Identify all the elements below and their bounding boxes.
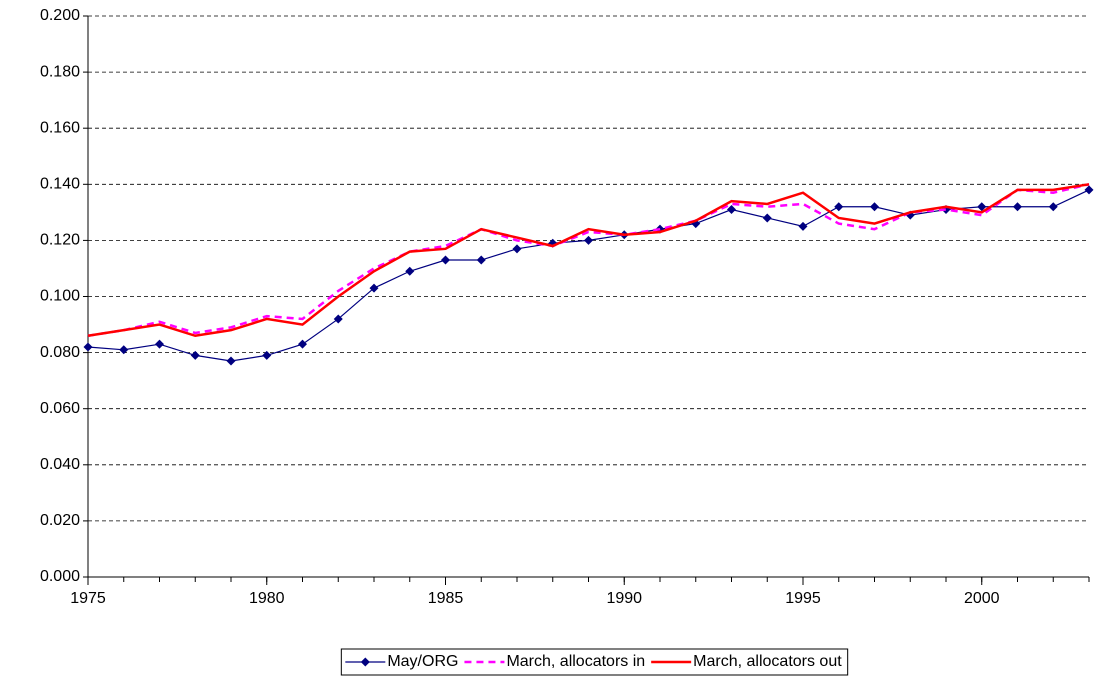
legend-label: March, allocators out	[693, 653, 842, 670]
x-tick-label: 2000	[964, 590, 1000, 607]
data-point	[798, 221, 808, 231]
data-point	[476, 255, 486, 265]
legend-item: May/ORG	[345, 653, 458, 670]
data-point	[834, 202, 844, 212]
data-point	[262, 350, 272, 360]
x-tick-label: 1975	[70, 590, 106, 607]
legend-item: March, allocators out	[651, 653, 842, 670]
data-point	[155, 339, 164, 349]
data-point	[1084, 185, 1094, 195]
y-tick-label: 0.100	[40, 288, 80, 305]
y-tick-label: 0.120	[40, 232, 80, 249]
y-tick-label: 0.140	[40, 176, 80, 193]
x-tick-label: 1990	[606, 590, 642, 607]
data-point	[512, 244, 522, 254]
y-tick-label: 0.000	[40, 568, 80, 585]
data-point	[83, 342, 93, 352]
data-point	[584, 235, 593, 245]
data-point	[119, 345, 129, 355]
data-point	[190, 350, 200, 360]
y-tick-label: 0.180	[40, 63, 80, 80]
data-point	[405, 266, 415, 276]
legend-label: May/ORG	[387, 653, 458, 670]
data-point	[977, 202, 987, 212]
data-point	[226, 356, 236, 366]
data-point	[441, 255, 450, 265]
data-point	[870, 202, 879, 212]
series-line	[87, 183, 1090, 338]
data-point	[762, 213, 772, 223]
y-tick-label: 0.020	[40, 512, 80, 529]
data-point	[727, 205, 736, 215]
y-tick-label: 0.040	[40, 456, 80, 473]
x-tick-label: 1995	[785, 590, 821, 607]
legend-item: March, allocators in	[464, 653, 645, 670]
y-tick-label: 0.200	[40, 7, 80, 24]
y-tick-label: 0.080	[40, 344, 80, 361]
data-point	[1013, 202, 1022, 212]
data-point	[1048, 202, 1058, 212]
data-point	[298, 339, 307, 349]
legend-marker	[360, 657, 370, 667]
series-line	[87, 183, 1090, 338]
y-tick-label: 0.060	[40, 400, 80, 417]
legend-box	[340, 648, 849, 676]
data-point	[369, 283, 379, 293]
x-tick-label: 1985	[428, 590, 464, 607]
y-tick-label: 0.160	[40, 119, 80, 136]
legend: May/ORG March, allocators in March, alloca…	[340, 648, 849, 676]
legend-label: March, allocators in	[506, 653, 645, 670]
data-point	[333, 314, 343, 324]
x-tick-label: 1980	[249, 590, 285, 607]
series-line	[87, 189, 1090, 362]
